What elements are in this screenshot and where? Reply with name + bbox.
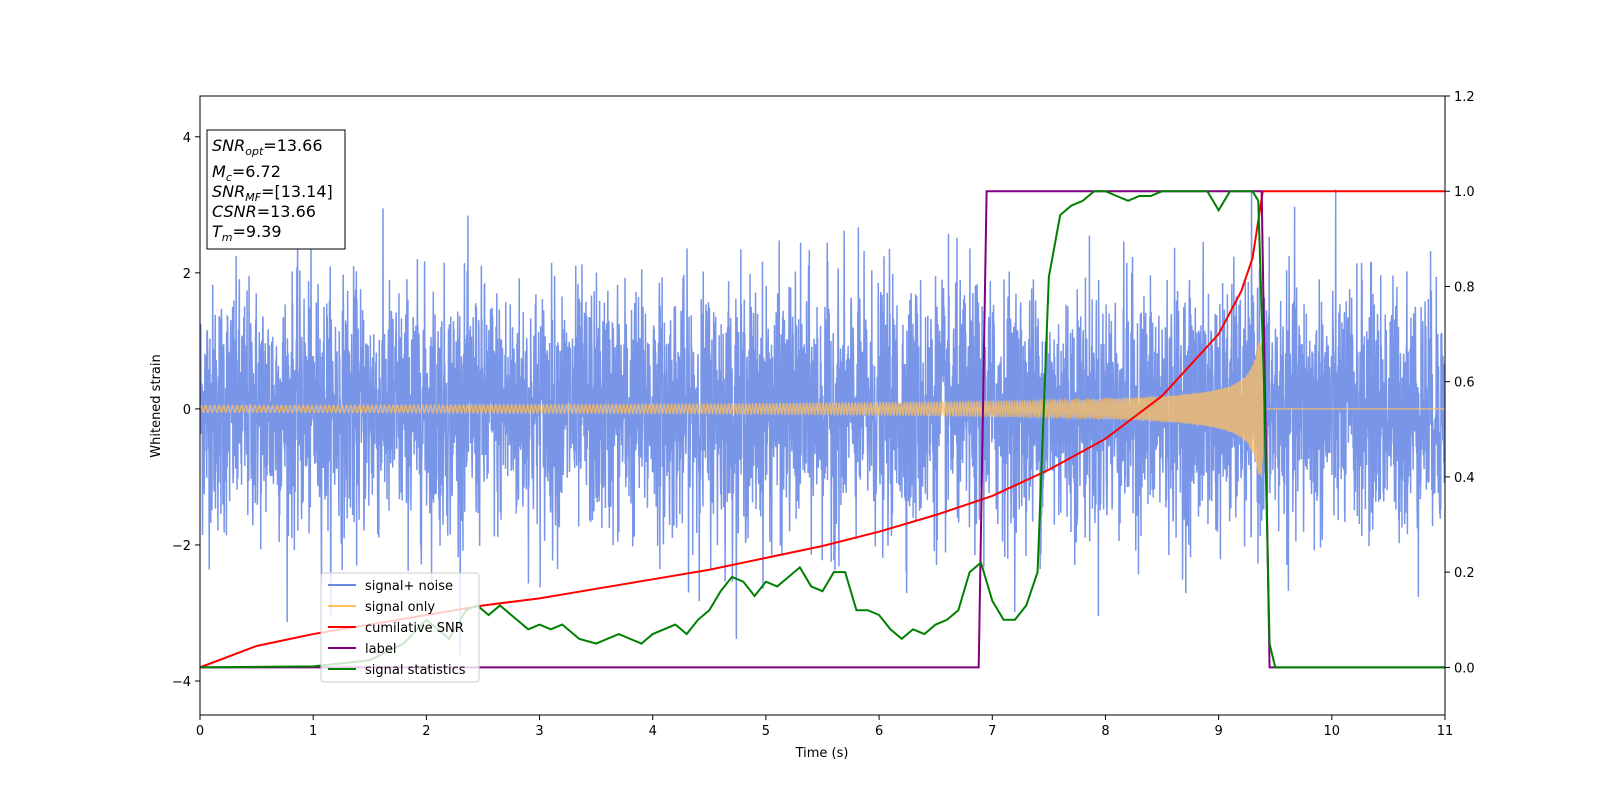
legend: signal+ noise signal only cumilative SNR… (320, 572, 480, 683)
info-csnr: CSNR=13.66 (212, 202, 316, 221)
y-tick-label: 0 (183, 403, 191, 418)
info-mc-value: =6.72 (232, 162, 281, 181)
x-tick-label: 6 (875, 724, 883, 739)
legend-label-signal-noise: signal+ noise (365, 579, 453, 594)
info-tm-base: T (212, 222, 223, 241)
y2-tick-label: 0.8 (1454, 280, 1475, 295)
info-box: SNRopt=13.66 Mc=6.72 SNRMF=[13.14] CSNR=… (206, 129, 346, 250)
plot-frame (199, 95, 1446, 716)
info-mc-base: M (212, 162, 226, 181)
info-snr-mf: SNRMF=[13.14] (212, 182, 333, 204)
x-tick-label: 2 (422, 724, 430, 739)
y-tick-label: −4 (172, 675, 191, 690)
x-tick-label: 8 (1101, 724, 1109, 739)
info-csnr-base: CSNR (212, 202, 257, 221)
y2-tick-label: 0.0 (1454, 661, 1475, 676)
x-tick-label: 11 (1437, 724, 1454, 739)
info-mc-sub: c (226, 171, 232, 184)
info-tm-value: =9.39 (233, 222, 282, 241)
y2-tick-label: 0.2 (1454, 566, 1475, 581)
info-box-frame (206, 129, 346, 250)
info-snr-mf-base: SNR (212, 182, 245, 201)
info-snr-opt-sub: opt (245, 145, 264, 158)
info-snr-opt: SNRopt=13.66 (212, 136, 323, 158)
y2-tick-label: 0.4 (1454, 471, 1475, 486)
y-tick-label: 4 (183, 131, 191, 146)
info-snr-mf-sub: MF (245, 191, 261, 204)
y-tick-label: −2 (172, 539, 191, 554)
y2-tick-label: 1.0 (1454, 185, 1475, 200)
info-tm-sub: m (222, 231, 233, 244)
y-axis-right: 0.0 0.2 0.4 0.6 0.8 1.0 1.2 (1445, 90, 1475, 676)
y2-tick-label: 0.6 (1454, 376, 1475, 391)
x-tick-label: 9 (1214, 724, 1222, 739)
y-axis-label: Whitened strain (149, 354, 164, 457)
x-tick-label: 5 (762, 724, 770, 739)
x-axis: 0 1 2 3 4 5 6 7 8 9 10 11 (196, 715, 1453, 739)
x-tick-label: 4 (649, 724, 657, 739)
legend-label-label: label (365, 642, 396, 657)
x-axis-label: Time (s) (795, 746, 849, 761)
x-tick-label: 1 (309, 724, 317, 739)
info-tm: Tm=9.39 (212, 222, 282, 244)
info-snr-opt-value: =13.66 (263, 136, 322, 155)
info-snr-opt-base: SNR (212, 136, 245, 155)
legend-label-signal-only: signal only (365, 600, 435, 615)
series-signal-statistics (200, 190, 1445, 669)
x-tick-label: 0 (196, 724, 204, 739)
legend-label-signal-statistics: signal statistics (365, 663, 466, 678)
x-tick-label: 10 (1324, 724, 1341, 739)
y2-tick-label: 1.2 (1454, 90, 1475, 105)
info-csnr-value: =13.66 (257, 202, 316, 221)
x-tick-label: 3 (535, 724, 543, 739)
info-snr-mf-value: =[13.14] (261, 182, 333, 201)
y-axis-left: −4 −2 0 2 4 (172, 131, 200, 690)
legend-label-cumulative-snr: cumilative SNR (365, 621, 464, 636)
series-signal-only (200, 340, 1445, 477)
x-tick-label: 7 (988, 724, 996, 739)
y-tick-label: 2 (183, 267, 191, 282)
legend-frame (320, 572, 480, 683)
info-mc: Mc=6.72 (212, 162, 281, 184)
